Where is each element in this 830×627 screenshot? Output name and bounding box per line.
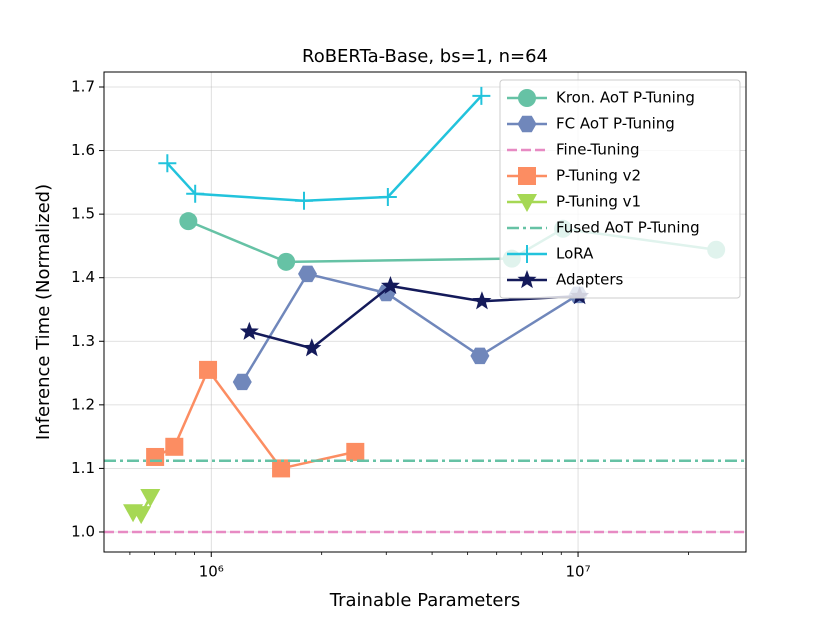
legend-marker (517, 115, 537, 133)
marker (302, 338, 322, 357)
marker (131, 506, 152, 525)
legend-label: LoRA (556, 245, 594, 263)
y-tick-label: 1.4 (71, 268, 95, 286)
series-line (166, 95, 483, 203)
x-tick-label: 10⁶ (199, 563, 224, 581)
legend-marker (517, 194, 537, 212)
x-axis-label: Trainable Parameters (329, 590, 520, 611)
marker (186, 184, 205, 203)
marker (179, 212, 198, 231)
y-tick-label: 1.2 (71, 395, 95, 413)
y-axis-label: Inference Time (Normalized) (33, 184, 54, 440)
legend: Kron. AoT P-Tuning FC AoT P-Tuning Fine-Tu… (499, 79, 741, 299)
marker (470, 347, 490, 365)
legend-marker (518, 89, 536, 107)
axes-frame (103, 71, 747, 553)
marker (378, 187, 397, 206)
marker (146, 447, 165, 466)
marker (165, 437, 184, 456)
x-tick-label: 10⁷ (565, 563, 590, 581)
marker (380, 275, 400, 295)
chart-title: RoBERTa-Base, bs=1, n=64 (302, 46, 548, 67)
marker (232, 373, 252, 391)
marker (239, 321, 259, 340)
y-tick-label: 1.1 (71, 459, 95, 477)
marker (140, 489, 161, 508)
legend-label: P-Tuning v1 (556, 193, 641, 211)
y-tick-label: 1.3 (71, 332, 95, 350)
marker (277, 252, 296, 271)
marker (472, 291, 492, 310)
marker (472, 86, 491, 105)
legend-label: Kron. AoT P-Tuning (556, 89, 695, 107)
marker (346, 442, 365, 461)
legend-label: P-Tuning v2 (556, 167, 641, 185)
legend-label: Fine-Tuning (556, 141, 640, 159)
y-tick-label: 1.5 (71, 205, 95, 223)
marker (158, 154, 177, 173)
marker (272, 459, 291, 478)
legend-marker (518, 167, 536, 185)
marker (298, 265, 318, 283)
series-line (154, 367, 356, 470)
legend-box (499, 79, 741, 299)
legend-marker (517, 270, 537, 289)
legend-label: FC AoT P-Tuning (556, 115, 675, 133)
y-tick-label: 1.0 (71, 522, 95, 540)
legend-marker (518, 245, 536, 263)
y-tick-label: 1.7 (71, 78, 95, 96)
marker (199, 360, 218, 379)
marker (295, 191, 314, 210)
y-tick-label: 1.6 (71, 141, 95, 159)
legend-label: Fused AoT P-Tuning (556, 219, 700, 237)
legend-label: Adapters (556, 271, 624, 289)
